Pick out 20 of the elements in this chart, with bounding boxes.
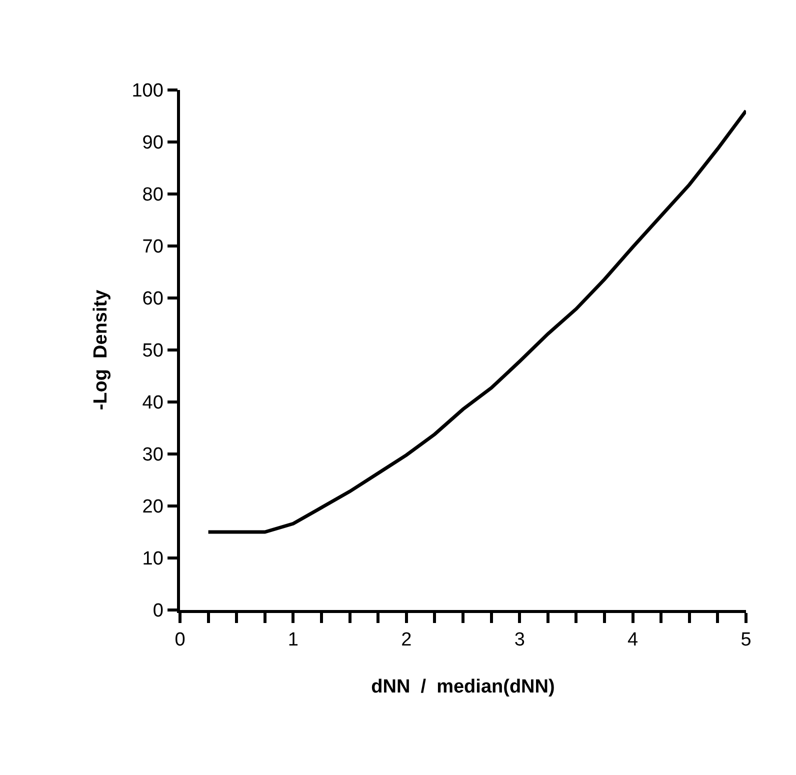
y-tick-label: 50 (142, 340, 164, 362)
y-tick-label: 90 (142, 132, 164, 154)
x-axis-title: dNN / median(dNN) (371, 676, 555, 698)
line-series (206, 109, 746, 534)
y-tick-label: 70 (142, 236, 164, 258)
y-axis-title: -Log Density (90, 289, 112, 410)
x-tick-label: 3 (514, 630, 525, 651)
y-tick-label: 100 (132, 80, 164, 102)
y-tick-label: 20 (142, 496, 164, 518)
x-tick-label: 1 (288, 630, 298, 651)
y-tick-label: 80 (142, 184, 164, 206)
y-tick-label: 0 (152, 600, 164, 622)
x-tick-label: 5 (740, 630, 752, 651)
y-tick-label: 10 (142, 548, 164, 570)
x-tick-label: 4 (628, 630, 639, 651)
x-tick-label: 0 (174, 630, 186, 651)
y-tick-label: 30 (142, 444, 164, 466)
y-tick-label: 40 (142, 392, 164, 414)
y-tick-label: 60 (142, 288, 164, 310)
x-tick-label: 2 (401, 630, 412, 651)
